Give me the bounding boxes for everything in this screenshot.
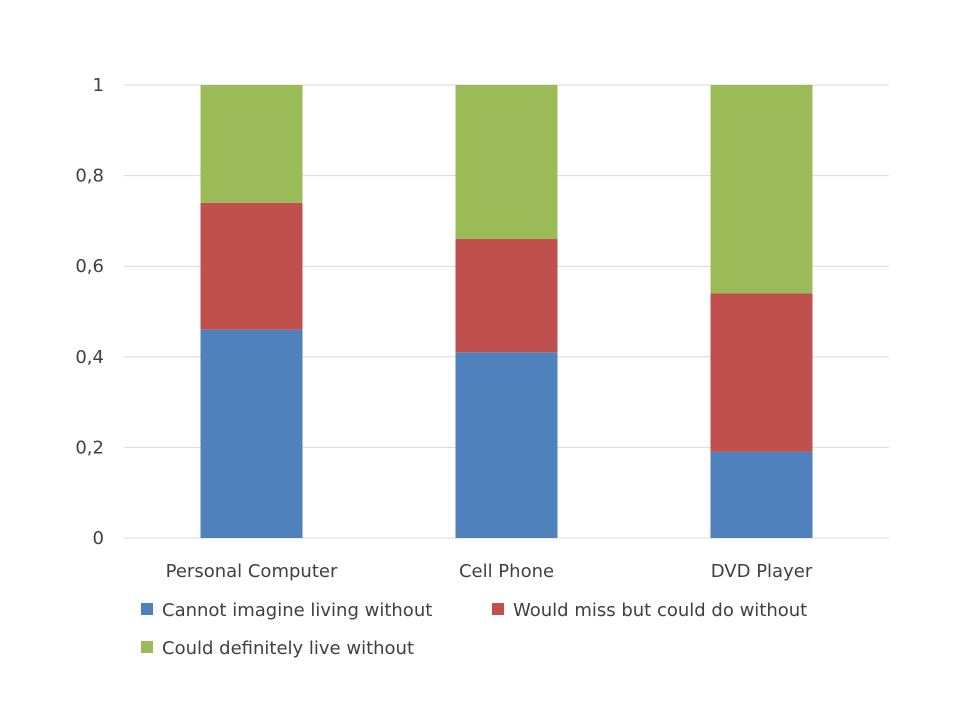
bar-segment <box>710 451 813 538</box>
y-axis-tick-labels: 0 0,2 0,4 0,6 0,8 1 <box>75 75 104 549</box>
bar-segment <box>455 85 558 240</box>
x-category-label: Cell Phone <box>459 561 554 582</box>
bar-segment <box>710 293 813 452</box>
legend-label: Would miss but could do without <box>513 600 807 621</box>
legend-item: Would miss but could do without <box>492 600 807 621</box>
y-tick-label: 0,8 <box>75 166 104 187</box>
y-tick-label: 1 <box>93 75 104 96</box>
x-category-label: Personal Computer <box>166 561 338 582</box>
legend-label: Cannot imagine living without <box>162 600 432 621</box>
bar-segment <box>200 329 303 538</box>
y-tick-label: 0,2 <box>75 437 104 458</box>
y-tick-label: 0,6 <box>75 256 104 277</box>
y-tick-label: 0 <box>93 528 104 549</box>
bar-segment <box>200 202 303 330</box>
bar-segment <box>455 352 558 538</box>
legend-item: Could definitely live without <box>141 638 414 659</box>
legend-swatch <box>141 603 153 615</box>
legend-item: Cannot imagine living without <box>141 600 432 621</box>
x-axis-category-labels: Personal Computer Cell Phone DVD Player <box>166 561 813 582</box>
y-tick-label: 0,4 <box>75 347 104 368</box>
bar-segment <box>200 85 303 203</box>
legend-swatch <box>492 603 504 615</box>
legend-swatch <box>141 641 153 653</box>
bars <box>200 85 813 538</box>
bar-segment <box>455 239 558 353</box>
bar-segment <box>710 85 813 294</box>
legend-label: Could definitely live without <box>162 638 414 659</box>
x-category-label: DVD Player <box>711 561 813 582</box>
legend: Cannot imagine living without Would miss … <box>141 600 807 659</box>
